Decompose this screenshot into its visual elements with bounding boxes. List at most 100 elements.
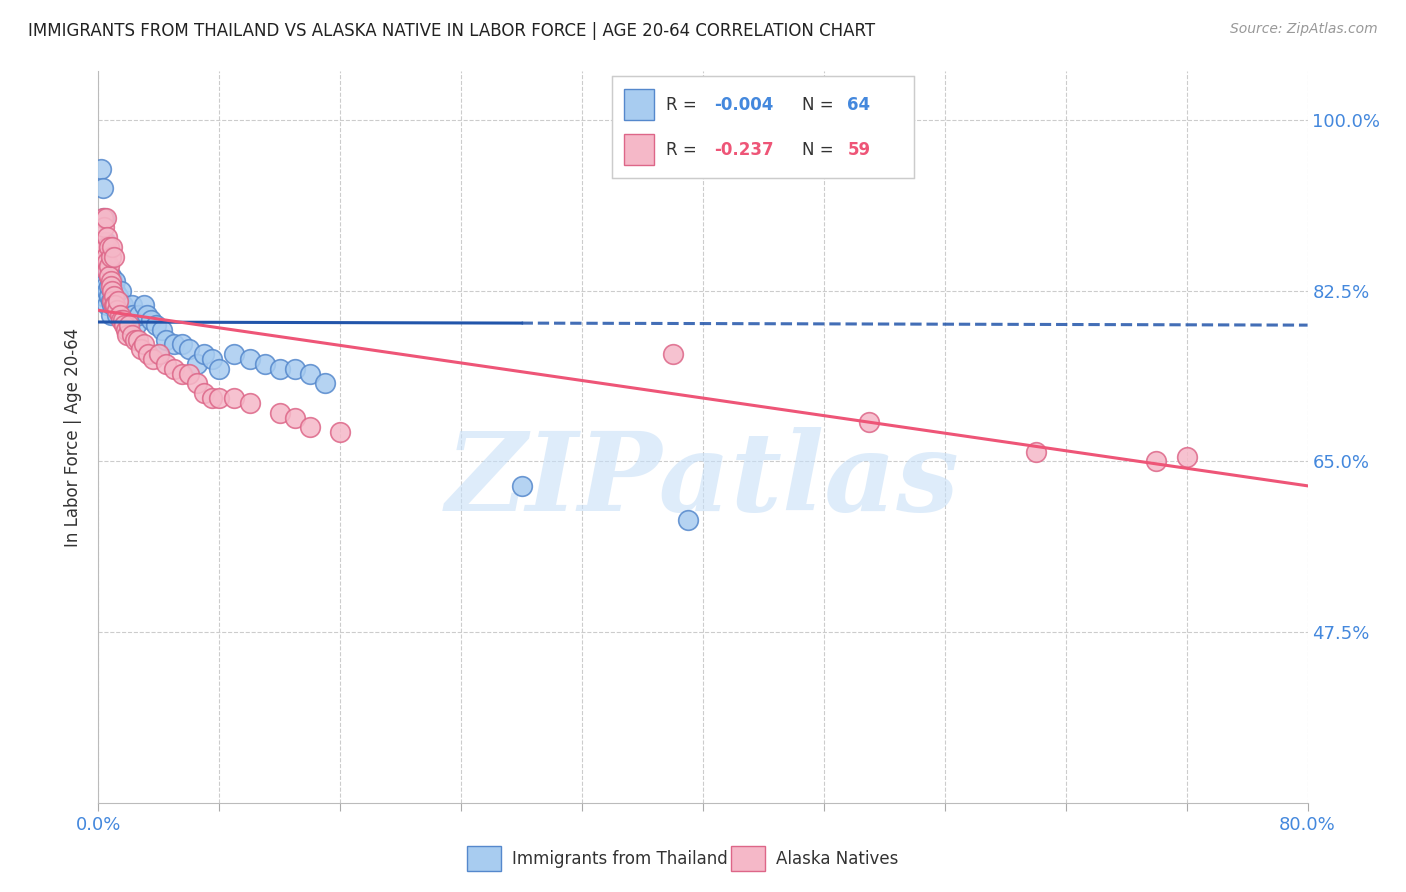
Point (96, 230, 118, 244)
Point (103, 250, 125, 264)
Point (112, 308, 135, 322)
Point (208, 361, 231, 376)
Point (114, 318, 136, 332)
Point (94, 279, 117, 293)
Point (121, 327, 143, 342)
Point (676, 513, 699, 527)
Point (148, 347, 170, 361)
Point (100, 269, 122, 284)
Point (90, 161, 112, 176)
Point (510, 479, 533, 493)
Text: IMMIGRANTS FROM THAILAND VS ALASKA NATIVE IN LABOR FORCE | AGE 20-64 CORRELATION: IMMIGRANTS FROM THAILAND VS ALASKA NATIV… (28, 22, 876, 40)
Point (91, 181, 114, 195)
Point (135, 308, 157, 322)
Point (858, 416, 880, 430)
Point (128, 308, 150, 322)
Point (201, 391, 224, 405)
Point (101, 240, 124, 254)
Text: N =: N = (801, 141, 839, 159)
Point (93, 211, 115, 225)
Point (224, 347, 246, 361)
Point (103, 298, 125, 312)
Point (269, 361, 291, 376)
Point (98, 288, 121, 302)
Point (107, 293, 129, 308)
Point (101, 293, 124, 308)
Point (110, 313, 132, 327)
Point (284, 361, 307, 376)
Point (208, 391, 231, 405)
Text: Alaska Natives: Alaska Natives (776, 849, 898, 868)
Text: -0.004: -0.004 (714, 95, 773, 113)
Text: N =: N = (801, 95, 839, 113)
Point (121, 298, 143, 312)
Point (111, 313, 134, 327)
Point (284, 410, 307, 425)
Point (179, 343, 201, 357)
Point (661, 347, 683, 361)
Point (91, 211, 114, 225)
Point (201, 352, 224, 367)
Point (186, 376, 208, 391)
Point (179, 367, 201, 381)
Point (94, 211, 117, 225)
Point (96, 264, 118, 278)
Point (100, 274, 122, 288)
Text: Source: ZipAtlas.com: Source: ZipAtlas.com (1230, 22, 1378, 37)
Point (193, 386, 215, 401)
Point (124, 333, 146, 347)
Text: 59: 59 (848, 141, 870, 159)
Point (1175, 450, 1198, 464)
Point (224, 391, 246, 405)
Point (104, 274, 127, 288)
Point (94, 240, 117, 254)
Point (122, 308, 145, 322)
Point (112, 318, 135, 332)
Point (141, 313, 163, 327)
Point (105, 308, 128, 322)
Point (299, 367, 322, 381)
Point (155, 333, 177, 347)
Point (93, 220, 115, 235)
Point (115, 327, 138, 342)
Point (129, 343, 152, 357)
Point (103, 288, 125, 302)
Point (110, 284, 132, 298)
Point (132, 298, 155, 312)
Point (91, 244, 114, 259)
Point (103, 279, 125, 293)
Point (100, 250, 122, 264)
Point (101, 274, 124, 288)
Point (103, 298, 125, 312)
Point (108, 308, 131, 322)
Point (96, 254, 118, 268)
Point (193, 347, 215, 361)
Point (107, 288, 129, 302)
Point (94, 264, 117, 278)
Point (163, 361, 186, 376)
Y-axis label: In Labor Force | Age 20-64: In Labor Force | Age 20-64 (65, 327, 83, 547)
Point (314, 376, 336, 391)
Bar (624, 89, 654, 120)
Point (155, 357, 177, 371)
Point (110, 298, 132, 312)
Text: R =: R = (666, 95, 702, 113)
Point (101, 284, 124, 298)
Point (163, 337, 186, 351)
Point (90, 254, 112, 268)
Point (108, 298, 131, 312)
Point (170, 367, 193, 381)
Point (132, 337, 155, 351)
Point (91, 269, 114, 284)
Point (104, 298, 127, 312)
Point (186, 357, 208, 371)
Point (105, 303, 128, 318)
Point (253, 357, 276, 371)
Text: 64: 64 (848, 95, 870, 113)
Point (118, 318, 141, 332)
Text: Immigrants from Thailand: Immigrants from Thailand (512, 849, 727, 868)
Point (96, 298, 118, 312)
Point (299, 420, 322, 434)
Point (115, 313, 138, 327)
Point (145, 318, 167, 332)
